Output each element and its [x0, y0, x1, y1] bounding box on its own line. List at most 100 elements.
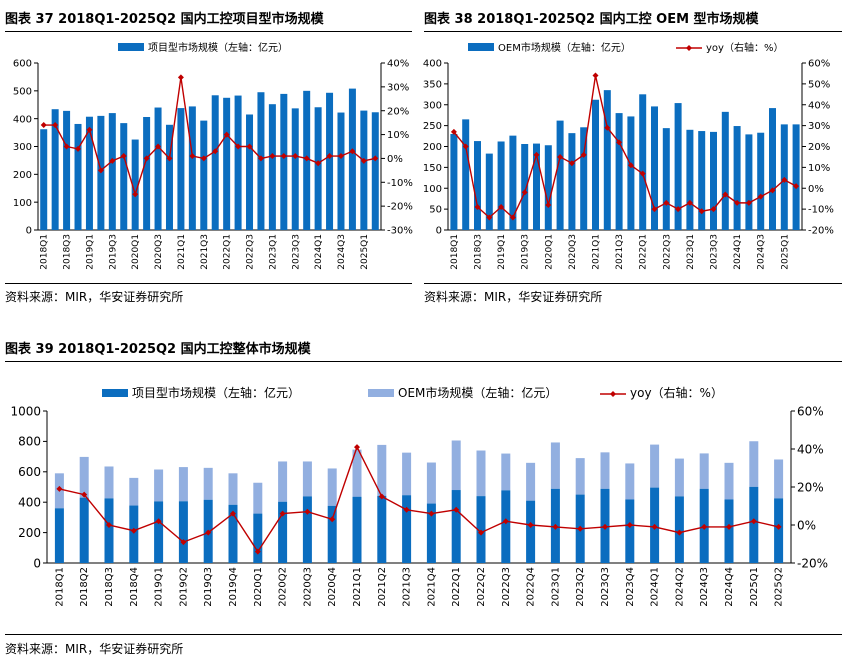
fig38-right-tick-label: 20% — [808, 142, 830, 153]
fig37-yoy-point — [349, 148, 356, 155]
fig37-bar — [85, 116, 93, 230]
fig37-yoy-point — [269, 153, 276, 160]
fig38-left-tick-label: 250 — [423, 121, 442, 132]
fig37-yoy-point — [280, 153, 287, 160]
fig37-bar — [74, 123, 82, 230]
fig39-yoy-point — [750, 518, 757, 525]
fig38-bar — [450, 133, 458, 230]
fig39-x-tick-label: 2018Q1 — [54, 567, 65, 607]
fig39-bar — [154, 501, 164, 563]
fig37-bar — [246, 114, 254, 230]
fig39-x-tick-label: 2022Q3 — [501, 567, 512, 607]
fig39-bar — [104, 498, 114, 563]
fig38-bar — [662, 128, 670, 230]
fig38-x-tick-label: 2020Q1 — [544, 234, 554, 270]
fig37-bar — [337, 112, 345, 230]
fig39-source: 资料来源：MIR，华安证券研究所 — [5, 642, 184, 656]
fig39-bar — [129, 505, 139, 563]
fig39-bar — [724, 499, 734, 563]
fig37-yoy-point — [360, 157, 367, 164]
fig38-bar — [627, 116, 635, 230]
fig38-bar — [745, 134, 753, 230]
fig39-yoy-point — [254, 548, 261, 555]
fig38-legend-label: yoy（右轴：%） — [706, 41, 783, 54]
fig39-x-tick-label: 2024Q2 — [674, 567, 685, 607]
fig39-bar — [402, 495, 412, 563]
fig37-x-tick-label: 2018Q3 — [63, 234, 73, 270]
fig38-bar — [710, 131, 717, 230]
fig39-oem-stack-bar — [625, 463, 635, 500]
fig38-bar — [733, 126, 741, 230]
fig37-bar — [348, 88, 356, 231]
fig38-yoy-point — [745, 199, 752, 206]
fig39-bar — [526, 500, 536, 563]
fig39-x-tick-label: 2021Q4 — [426, 567, 437, 607]
fig37-legend-label: 项目型市场规模（左轴：亿元） — [148, 41, 288, 54]
fig39-title: 图表 39 2018Q1-2025Q2 国内工控整体市场规模 — [5, 342, 311, 357]
fig38-x-tick-label: 2021Q3 — [615, 234, 625, 270]
fig39-right-tick-label: 60% — [797, 404, 824, 418]
fig39-oem-stack-bar — [129, 477, 139, 506]
fig39-oem-stack-bar — [600, 452, 610, 489]
fig39-right-tick-label: 40% — [797, 442, 824, 456]
fig38-bar — [592, 99, 599, 231]
fig38-x-tick-label: 2021Q1 — [592, 234, 602, 270]
fig39-yoy-point — [676, 529, 683, 536]
fig39-yoy-point — [354, 444, 360, 451]
fig37-x-tick-label: 2024Q1 — [314, 234, 324, 270]
fig39-oem-stack-bar — [501, 453, 511, 491]
fig37-left-tick-label: 400 — [13, 114, 32, 125]
fig39-x-tick-label: 2019Q3 — [203, 567, 214, 607]
fig38-title: 图表 38 2018Q1-2025Q2 国内工控 OEM 型市场规模 — [424, 12, 759, 27]
fig37-yoy-point — [372, 155, 379, 162]
fig37-bar — [40, 129, 48, 230]
fig37-yoy-point — [97, 167, 104, 174]
fig37-source: 资料来源：MIR，华安证券研究所 — [5, 290, 184, 304]
fig39-yoy-point — [279, 510, 286, 517]
fig39-oem-stack-bar — [79, 456, 89, 498]
fig39-yoy-point — [527, 522, 534, 528]
fig39-oem-stack-bar — [327, 468, 337, 506]
fig38-bar — [568, 133, 576, 230]
fig38-yoy-point — [675, 206, 682, 213]
fig38-x-tick-label: 2022Q3 — [662, 234, 672, 270]
fig37-yoy-point — [132, 191, 139, 198]
fig38-bar — [769, 108, 776, 230]
fig38-yoy-point — [639, 170, 646, 177]
fig39-legend-label: 项目型市场规模（左轴：亿元） — [132, 385, 300, 400]
fig38-bar — [533, 143, 540, 230]
fig38-right-tick-label: 40% — [808, 100, 830, 111]
fig37-x-tick-label: 2018Q1 — [40, 234, 50, 270]
fig37-yoy-point — [246, 143, 253, 150]
fig38-yoy-point — [757, 193, 764, 200]
fig37-bar — [326, 92, 334, 230]
fig37-bar — [234, 95, 242, 230]
fig37-yoy-point — [166, 155, 173, 162]
fig38-right-tick-label: 10% — [808, 163, 830, 174]
fig38-x-tick-label: 2024Q1 — [733, 234, 743, 270]
fig38-left-tick-label: 300 — [423, 100, 442, 111]
fig39-x-tick-label: 2020Q4 — [327, 567, 338, 607]
fig37-bar — [371, 112, 379, 230]
fig39-legend-marker — [610, 391, 616, 397]
fig38-left-tick-label: 350 — [423, 79, 442, 90]
fig38-yoy-point — [663, 199, 670, 206]
fig38-right-tick-label: 50% — [808, 79, 830, 90]
fig39-x-tick-label: 2019Q4 — [228, 567, 239, 607]
fig37-yoy-point — [52, 122, 59, 129]
fig39-x-tick-label: 2023Q2 — [575, 567, 586, 607]
fig39-x-tick-label: 2024Q3 — [699, 567, 710, 607]
fig37-right-tick-label: 10% — [387, 130, 409, 141]
fig37-right-tick-label: -10% — [387, 178, 413, 189]
fig38-yoy-point — [580, 151, 587, 158]
fig38-yoy-point — [616, 139, 623, 146]
fig38-right-tick-label: 0% — [808, 184, 824, 195]
fig38-bar — [721, 111, 729, 230]
fig39-oem-stack-bar — [526, 462, 536, 501]
fig39-x-tick-label: 2022Q1 — [451, 567, 462, 607]
fig39-oem-stack-bar — [699, 453, 709, 489]
fig39-oem-stack-bar — [278, 461, 288, 502]
fig39-yoy-point — [602, 523, 608, 530]
fig39-left-tick-label: 0 — [33, 556, 41, 570]
fig38-bar — [580, 127, 588, 230]
